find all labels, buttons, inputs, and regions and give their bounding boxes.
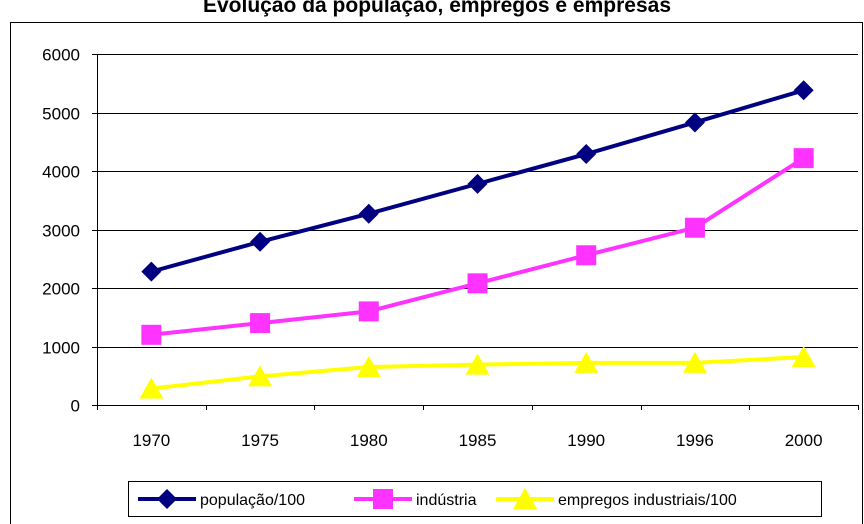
- legend-label: indústria: [416, 492, 477, 509]
- legend-label: empregos industriais/100: [558, 492, 737, 509]
- x-tick-label: 1975: [241, 431, 279, 450]
- data-point: [467, 273, 488, 294]
- data-point: [793, 80, 814, 101]
- axes: [97, 54, 858, 406]
- legend-box: [128, 481, 822, 517]
- legend-marker: [157, 489, 177, 509]
- data-point: [682, 351, 707, 373]
- legend: população/100 indústria empregos industria…: [128, 481, 822, 517]
- data-point: [576, 245, 597, 266]
- data-point: [791, 346, 816, 368]
- data-point: [141, 261, 162, 282]
- y-axis-ticks: 0 1000 2000 3000 4000 5000 6000: [42, 46, 97, 416]
- series-group: [139, 80, 816, 399]
- legend-marker: [373, 489, 393, 509]
- y-tick-label: 3000: [42, 222, 80, 241]
- legend-item: empregos industriais/100: [496, 488, 737, 509]
- data-point: [250, 313, 271, 334]
- x-axis-ticks: 1970 1975 1980 1985 1990 1996 2000: [97, 405, 859, 450]
- legend-marker: [513, 488, 537, 509]
- data-point: [358, 301, 379, 322]
- y-tick-label: 4000: [42, 163, 80, 182]
- data-point: [250, 231, 271, 252]
- chart-title: Evolução da população, empregos e empres…: [203, 0, 671, 17]
- series-1: [141, 148, 814, 345]
- x-tick-label: 2000: [785, 431, 823, 450]
- data-point: [576, 144, 597, 165]
- data-point: [467, 173, 488, 194]
- legend-item: indústria: [354, 489, 477, 509]
- data-point: [465, 353, 490, 375]
- x-tick-label: 1980: [350, 431, 388, 450]
- series-0: [141, 80, 814, 282]
- data-point: [356, 355, 381, 377]
- y-tick-label: 1000: [42, 339, 80, 358]
- data-point: [141, 324, 162, 345]
- data-point: [684, 217, 705, 238]
- y-tick-label: 0: [71, 397, 80, 416]
- y-tick-label: 2000: [42, 280, 80, 299]
- x-tick-label: 1970: [132, 431, 170, 450]
- legend-label: população/100: [200, 492, 305, 509]
- y-tick-label: 5000: [42, 105, 80, 124]
- data-point: [358, 203, 379, 224]
- data-point: [793, 148, 814, 169]
- data-point: [248, 365, 273, 387]
- data-point: [574, 351, 599, 373]
- y-tick-label: 6000: [42, 46, 80, 65]
- legend-item: população/100: [138, 489, 305, 509]
- data-point: [684, 112, 705, 133]
- x-tick-label: 1996: [676, 431, 714, 450]
- data-point: [139, 377, 164, 399]
- series-2: [139, 346, 816, 399]
- chart-border: [10, 22, 863, 524]
- x-tick-label: 1990: [567, 431, 605, 450]
- x-tick-label: 1985: [459, 431, 497, 450]
